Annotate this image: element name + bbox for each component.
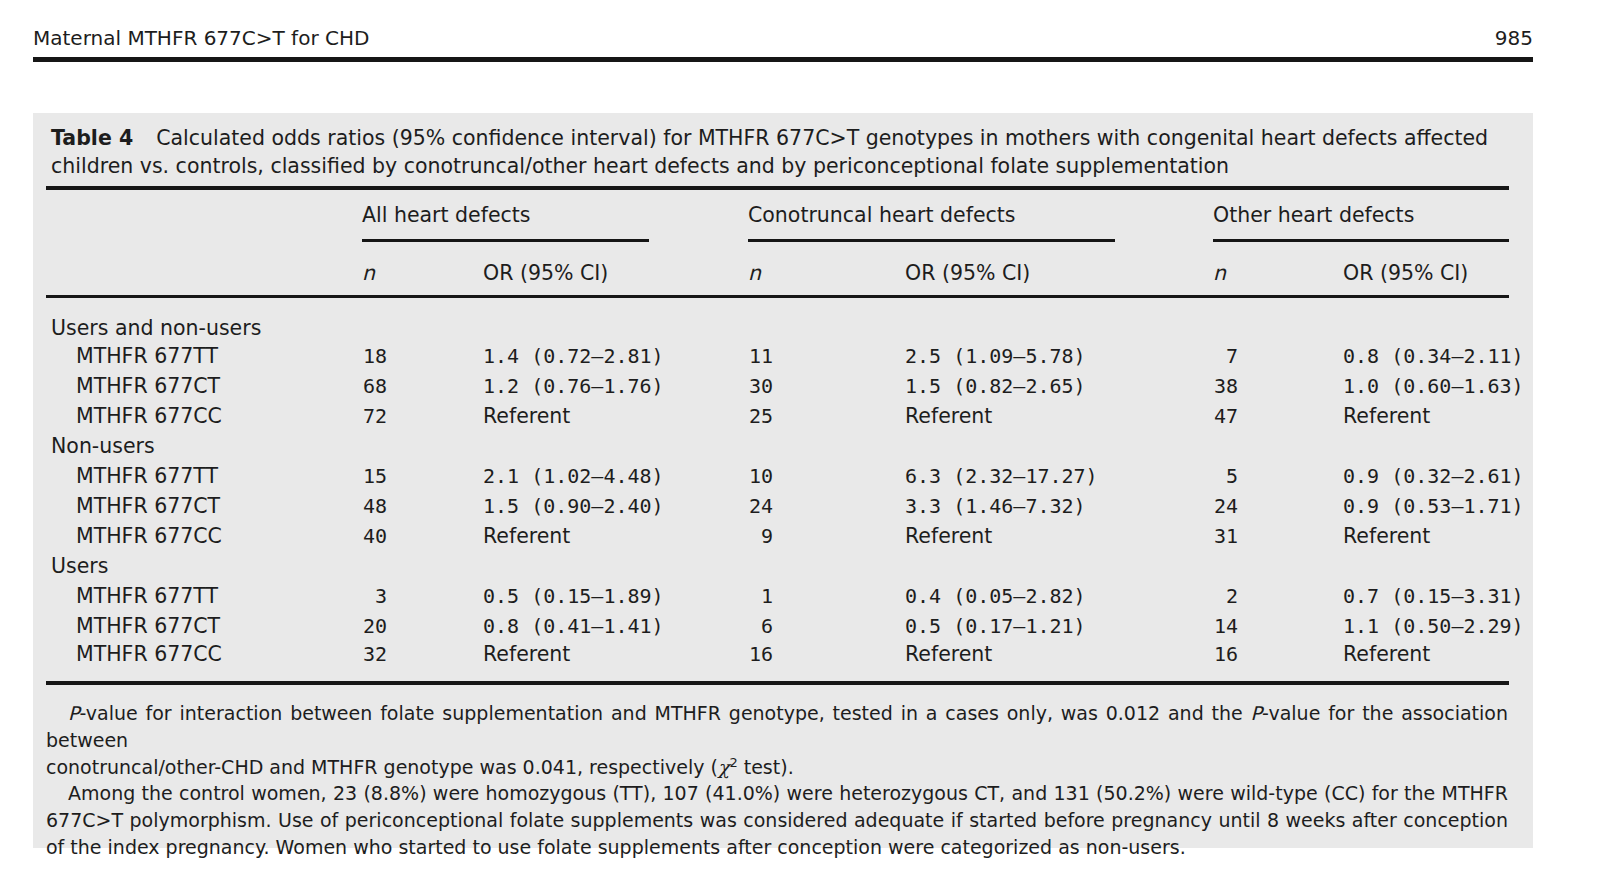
table-row: MTHFR 677CC 32Referent 16Referent 16Refe… — [46, 641, 1509, 683]
table-row-group-users-and-non-users: Users and non-users — [46, 296, 1509, 341]
table-panel: Table 4 Calculated odds ratios (95% confi… — [33, 113, 1533, 848]
table-caption-text-line2: children vs. controls, classified by con… — [51, 152, 1533, 180]
subheader-n-other: n — [1213, 240, 1343, 296]
footnote-1-line-2: conotruncal/other-CHD and MTHFR genotype… — [46, 754, 1508, 781]
subheader-or-all: OR (95% CI) — [483, 240, 649, 296]
footnote-2-line-3: of the index pregnancy. Women who starte… — [46, 834, 1508, 861]
table-caption: Table 4 Calculated odds ratios (95% confi… — [33, 113, 1533, 180]
table-row-group-users: Users — [46, 551, 1509, 581]
page-number: 985 — [33, 26, 1533, 50]
header-rule — [33, 57, 1533, 62]
table-row-group-non-users: Non-users — [46, 431, 1509, 461]
table-row: MTHFR 677CT 481.5 (0.90–2.40) 243.3 (1.4… — [46, 491, 1509, 521]
subheader-or-other: OR (95% CI) — [1343, 240, 1509, 296]
subheader-n-all: n — [362, 240, 483, 296]
column-group-other-heart-defects: Other heart defects — [1213, 188, 1509, 240]
subheader-or-cono: OR (95% CI) — [905, 240, 1115, 296]
odds-ratio-table: All heart defects Conotruncal heart defe… — [46, 186, 1509, 685]
footnote-2-line-2: 677C>T polymorphism. Use of periconcepti… — [46, 807, 1508, 834]
table-row: MTHFR 677CC 40Referent 9Referent 31Refer… — [46, 521, 1509, 551]
table-row: MTHFR 677TT 181.4 (0.72–2.81) 112.5 (1.0… — [46, 341, 1509, 371]
footnote-1-line-1: P-value for interaction between folate s… — [46, 700, 1508, 754]
footnote-2-line-1: Among the control women, 23 (8.8%) were … — [46, 780, 1508, 807]
column-group-all-heart-defects: All heart defects — [362, 188, 649, 240]
table-row: MTHFR 677CC 72Referent 25Referent 47Refe… — [46, 401, 1509, 431]
table-row: MTHFR 677CT 681.2 (0.76–1.76) 301.5 (0.8… — [46, 371, 1509, 401]
column-group-conotruncal-heart-defects: Conotruncal heart defects — [748, 188, 1115, 240]
table-caption-label: Table 4 — [51, 126, 133, 150]
table-row: MTHFR 677CT 200.8 (0.41–1.41) 60.5 (0.17… — [46, 611, 1509, 641]
table-row: MTHFR 677TT 152.1 (1.02–4.48) 106.3 (2.3… — [46, 461, 1509, 491]
table-row: MTHFR 677TT 30.5 (0.15–1.89) 10.4 (0.05–… — [46, 581, 1509, 611]
table-footnotes: P-value for interaction between folate s… — [46, 700, 1508, 861]
table-caption-text-line1: Calculated odds ratios (95% confidence i… — [156, 126, 1488, 150]
subheader-n-cono: n — [748, 240, 905, 296]
